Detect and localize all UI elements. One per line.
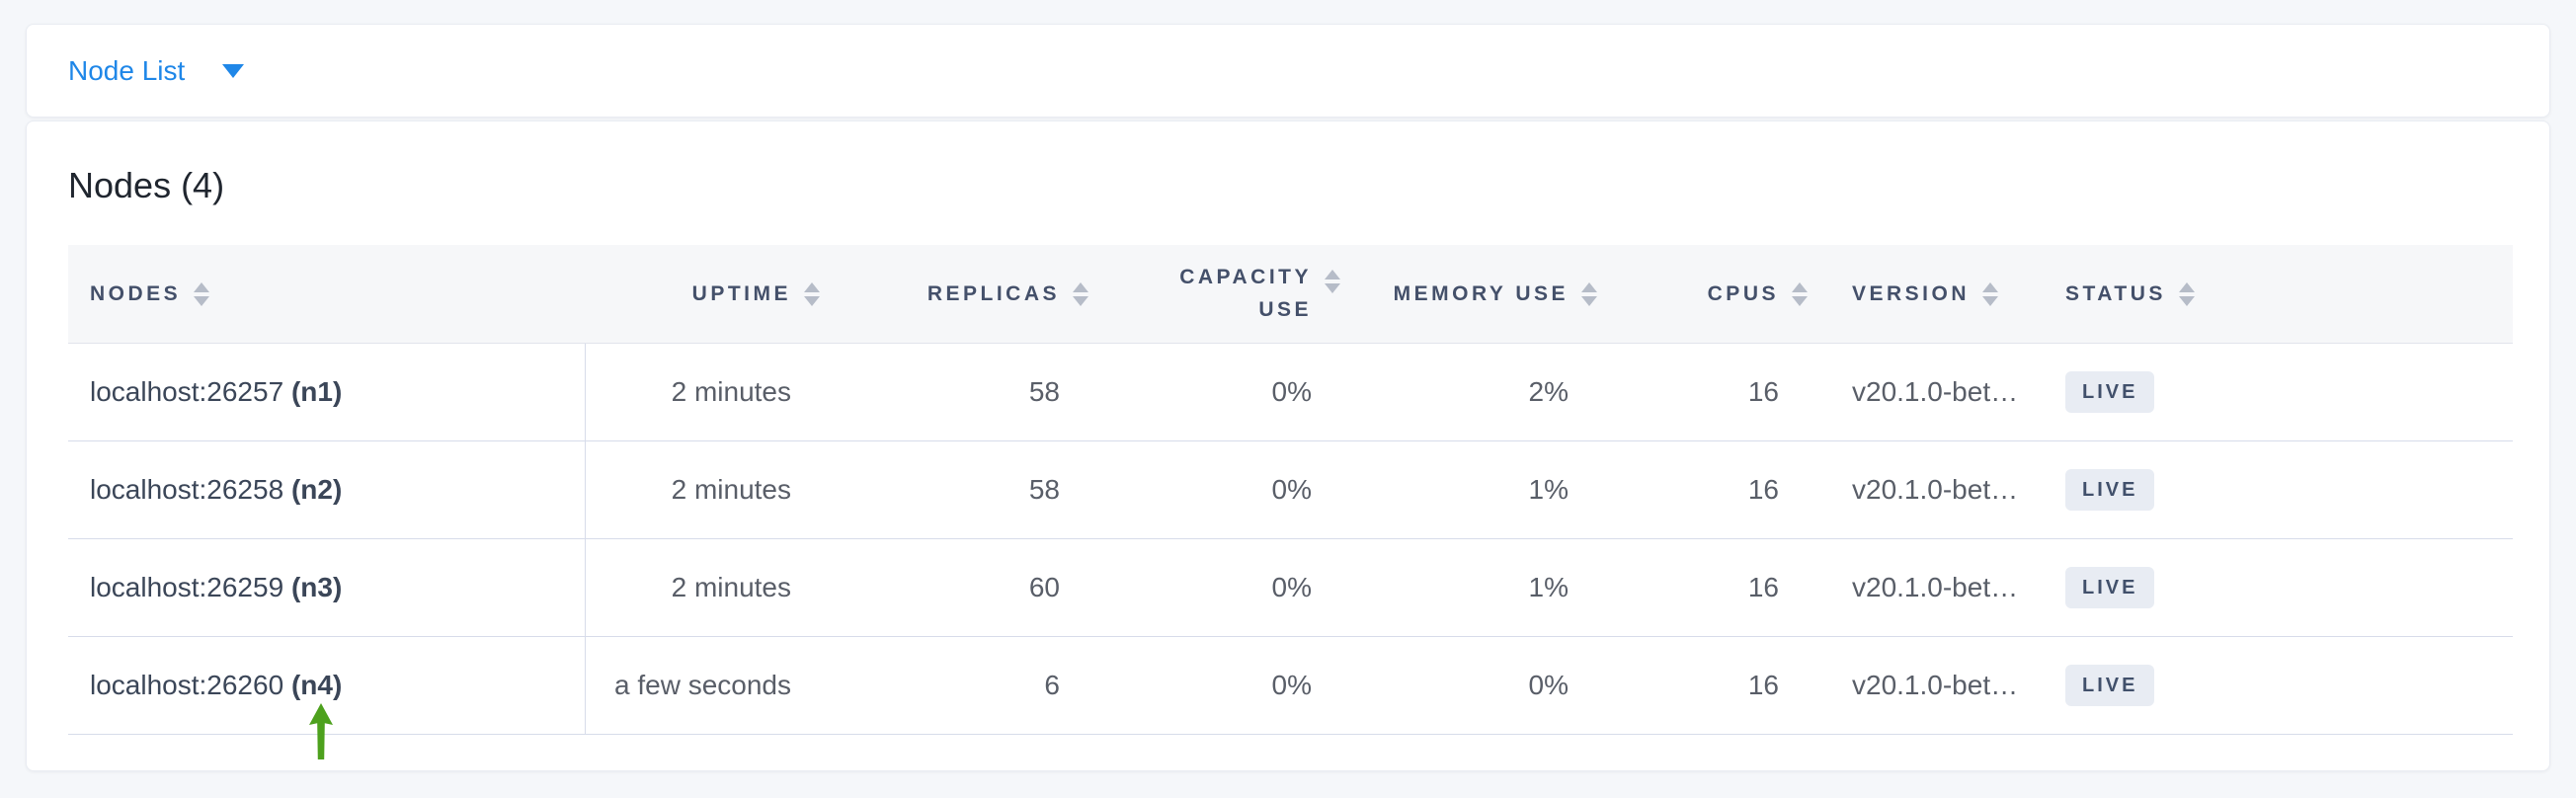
table-row[interactable]: localhost:26258 (n2) 2 minutes 58 0% 1% … [68,440,2513,540]
column-header-capacity-use[interactable]: CAPACITY USE [1119,245,1371,345]
column-header-version[interactable]: VERSION [1838,245,2036,345]
status-cell: LIVE [2036,343,2513,442]
sort-icon[interactable] [194,281,210,306]
node-address-link[interactable]: localhost:26257 [90,376,284,408]
panel-title: Nodes (4) [68,165,225,205]
table-row[interactable]: localhost:26257 (n1) 2 minutes 58 0% 2% … [68,343,2513,442]
sort-icon[interactable] [1581,281,1597,306]
sort-icon[interactable] [1325,270,1340,294]
capacity-use-cell: 0% [1119,343,1371,442]
column-header-cpus[interactable]: CPUS [1628,245,1838,345]
memory-use-cell: 1% [1371,440,1628,540]
status-badge: LIVE [2065,371,2155,414]
version-cell: v20.1.0-bet… [1838,538,2036,638]
cpus-cell: 16 [1628,538,1838,638]
header-label: VERSION [1852,281,1971,305]
node-address-cell: localhost:26257 (n1) [68,343,586,442]
node-id: (n3) [290,572,343,603]
sort-icon[interactable] [1982,281,1999,306]
uptime-cell: 2 minutes [585,440,850,540]
sort-icon[interactable] [1073,281,1088,306]
memory-use-cell: 2% [1371,343,1628,442]
capacity-use-cell: 0% [1119,538,1371,638]
node-address-link[interactable]: localhost:26259 [90,572,284,603]
cpus-cell: 16 [1628,636,1838,736]
header-label: CPUS [1707,281,1779,305]
header-label: CAPACITY USE [1179,266,1312,321]
table-row[interactable]: localhost:26259 (n3) 2 minutes 60 0% 1% … [68,538,2513,638]
capacity-use-cell: 0% [1119,440,1371,540]
cpus-cell: 16 [1628,343,1838,442]
nodes-table: NODES UPTIME REPLICAS [68,245,2513,736]
status-cell: LIVE [2036,440,2513,540]
version-cell: v20.1.0-bet… [1838,343,2036,442]
sort-icon[interactable] [1792,281,1808,306]
header-label: UPTIME [691,281,791,305]
replicas-cell: 58 [850,440,1119,540]
node-id: (n2) [290,474,343,506]
status-badge: LIVE [2065,665,2155,707]
caret-down-icon [222,63,245,78]
node-id: (n1) [290,376,343,408]
node-address-link[interactable]: localhost:26260 [90,670,284,701]
replicas-cell: 60 [850,538,1119,638]
status-cell: LIVE [2036,636,2513,736]
node-address-cell: localhost:26260 (n4) [68,636,586,736]
replicas-cell: 58 [850,343,1119,442]
column-header-status[interactable]: STATUS [2036,245,2513,345]
capacity-use-cell: 0% [1119,636,1371,736]
page: Node List Nodes (4) NODES [26,24,2550,771]
node-address-cell: localhost:26259 (n3) [68,538,586,638]
node-address-link[interactable]: localhost:26258 [90,474,284,506]
node-id: (n4) [290,670,343,701]
uptime-cell: 2 minutes [585,343,850,442]
node-list-dropdown-label: Node List [68,54,186,86]
version-cell: v20.1.0-bet… [1838,636,2036,736]
uptime-cell: 2 minutes [585,538,850,638]
column-header-memory-use[interactable]: MEMORY USE [1371,245,1628,345]
uptime-cell: a few seconds [585,636,850,736]
cpus-cell: 16 [1628,440,1838,540]
column-header-replicas[interactable]: REPLICAS [850,245,1119,345]
memory-use-cell: 1% [1371,538,1628,638]
node-list-dropdown[interactable]: Node List [68,54,245,87]
header-label: MEMORY USE [1393,281,1569,305]
column-header-nodes[interactable]: NODES [68,245,585,345]
column-header-uptime[interactable]: UPTIME [585,245,850,345]
header-label: REPLICAS [926,281,1060,305]
table-row[interactable]: localhost:26260 (n4) a few seconds 6 0% … [68,636,2513,736]
nodes-panel: Nodes (4) NODES UPTIME [26,120,2550,771]
replicas-cell: 6 [850,636,1119,736]
sort-icon[interactable] [2178,281,2195,306]
memory-use-cell: 0% [1371,636,1628,736]
status-badge: LIVE [2065,469,2155,512]
header-label: NODES [90,281,182,305]
status-cell: LIVE [2036,538,2513,638]
version-cell: v20.1.0-bet… [1838,440,2036,540]
node-address-cell: localhost:26258 (n2) [68,440,586,540]
header-label: STATUS [2065,281,2166,305]
table-header-row: NODES UPTIME REPLICAS [68,245,2513,345]
node-list-selector-bar: Node List [26,24,2550,118]
status-badge: LIVE [2065,567,2155,609]
sort-icon[interactable] [804,281,820,306]
